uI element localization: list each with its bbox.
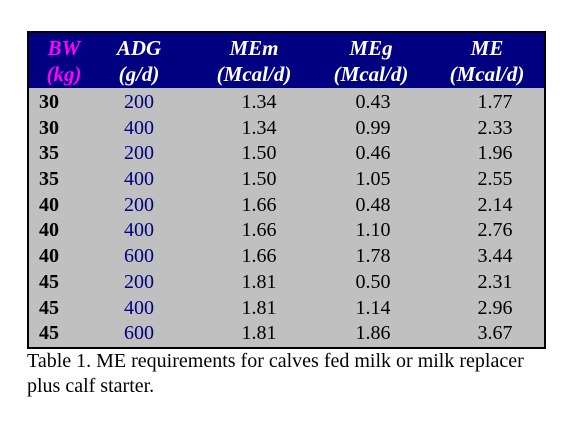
cell-adg: 600	[124, 322, 154, 345]
table-row: 45 600 1.81 1.86 3.67	[29, 321, 544, 347]
me-requirements-table: BW (kg) ADG (g/d) MEm (Mcal/d) MEg (Mcal…	[27, 31, 546, 349]
cell-meg: 1.78	[355, 245, 391, 268]
cell-meg: 1.05	[355, 168, 391, 191]
cell-adg: 400	[124, 296, 154, 319]
cell-mem: 1.50	[241, 168, 277, 191]
cell-adg: 400	[124, 116, 154, 139]
cell-adg: 600	[124, 245, 154, 268]
cell-bw: 30	[39, 116, 59, 139]
header-adg-unit: (g/d)	[118, 62, 160, 86]
cell-bw: 45	[39, 270, 59, 293]
cell-mem: 1.66	[241, 245, 277, 268]
table-row: 35 400 1.50 1.05 2.55	[29, 167, 544, 193]
cell-me: 2.31	[477, 270, 513, 293]
cell-mem: 1.66	[241, 219, 277, 242]
cell-me: 2.96	[477, 296, 513, 319]
cell-meg: 0.99	[355, 116, 391, 139]
header-mem-unit: (Mcal/d)	[216, 62, 292, 86]
cell-adg: 200	[124, 193, 154, 216]
header-mem: MEm (Mcal/d)	[194, 35, 314, 87]
table-row: 40 400 1.66 1.10 2.76	[29, 218, 544, 244]
header-me-name: ME	[470, 36, 504, 60]
cell-meg: 0.46	[355, 142, 391, 165]
header-me-unit: (Mcal/d)	[449, 62, 525, 86]
cell-adg: 200	[124, 142, 154, 165]
cell-meg: 1.14	[355, 296, 391, 319]
cell-bw: 30	[39, 91, 59, 113]
table-row: 45 400 1.81 1.14 2.96	[29, 296, 544, 322]
header-meg-name: MEg	[349, 36, 393, 60]
table-row: 30 200 1.34 0.43 1.77	[29, 90, 544, 116]
cell-adg: 200	[124, 91, 154, 113]
table-row: 40 200 1.66 0.48 2.14	[29, 193, 544, 219]
cell-mem: 1.34	[241, 116, 277, 139]
table-row: 45 200 1.81 0.50 2.31	[29, 270, 544, 296]
header-adg: ADG (g/d)	[104, 35, 174, 87]
header-bw: BW (kg)	[29, 35, 99, 87]
cell-meg: 0.43	[355, 91, 391, 113]
cell-me: 2.14	[477, 193, 513, 216]
cell-mem: 1.66	[241, 193, 277, 216]
header-meg-unit: (Mcal/d)	[333, 62, 409, 86]
header-mem-name: MEm	[229, 36, 279, 60]
header-meg: MEg (Mcal/d)	[311, 35, 431, 87]
cell-me: 2.76	[477, 219, 513, 242]
cell-me: 3.67	[477, 322, 513, 345]
cell-meg: 0.50	[355, 270, 391, 293]
table-caption: Table 1. ME requirements for calves fed …	[27, 350, 524, 397]
cell-mem: 1.81	[241, 270, 277, 293]
table-body: 30 200 1.34 0.43 1.77 30 400 1.34 0.99 2…	[29, 90, 544, 347]
cell-bw: 40	[39, 193, 59, 216]
cell-bw: 45	[39, 322, 59, 345]
cell-meg: 0.48	[355, 193, 391, 216]
cell-me: 1.77	[477, 91, 513, 113]
cell-mem: 1.81	[241, 322, 277, 345]
cell-me: 3.44	[477, 245, 513, 268]
header-bw-unit: (kg)	[46, 62, 82, 86]
cell-adg: 400	[124, 219, 154, 242]
header-adg-name: ADG	[116, 36, 162, 60]
cell-bw: 40	[39, 245, 59, 268]
cell-bw: 40	[39, 219, 59, 242]
cell-bw: 45	[39, 296, 59, 319]
cell-adg: 200	[124, 270, 154, 293]
table-row: 35 200 1.50 0.46 1.96	[29, 141, 544, 167]
cell-mem: 1.50	[241, 142, 277, 165]
cell-me: 2.33	[477, 116, 513, 139]
cell-meg: 1.10	[355, 219, 391, 242]
cell-me: 2.55	[477, 168, 513, 191]
header-me: ME (Mcal/d)	[427, 35, 547, 87]
cell-meg: 1.86	[355, 322, 391, 345]
table-row: 40 600 1.66 1.78 3.44	[29, 244, 544, 270]
cell-mem: 1.34	[241, 91, 277, 113]
cell-me: 1.96	[477, 142, 513, 165]
header-bw-name: BW	[47, 36, 81, 60]
cell-adg: 400	[124, 168, 154, 191]
table-header: BW (kg) ADG (g/d) MEm (Mcal/d) MEg (Mcal…	[29, 33, 544, 88]
cell-bw: 35	[39, 142, 59, 165]
cell-mem: 1.81	[241, 296, 277, 319]
cell-bw: 35	[39, 168, 59, 191]
table-row: 30 400 1.34 0.99 2.33	[29, 116, 544, 142]
